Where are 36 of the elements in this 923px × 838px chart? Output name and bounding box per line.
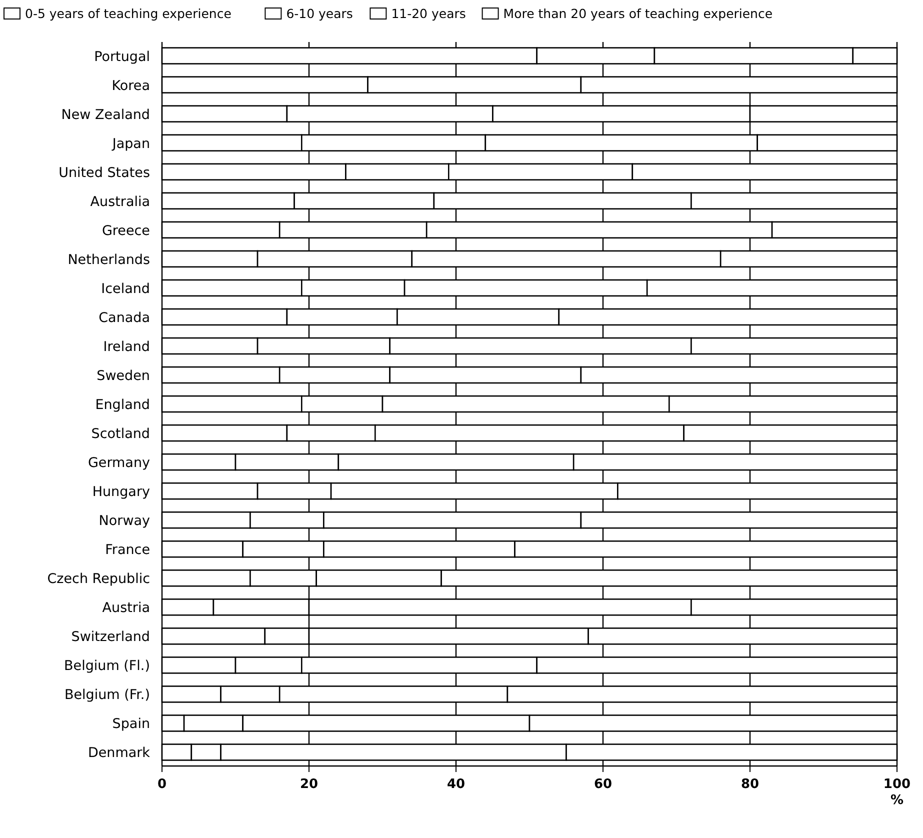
y-tick-label: New Zealand <box>61 106 150 123</box>
x-tick-label: 0 <box>157 777 167 792</box>
x-tick-label: 40 <box>446 777 466 792</box>
y-tick-label: Canada <box>98 310 150 326</box>
y-tick-label: Belgium (Fl.) <box>64 658 150 674</box>
y-tick-label: England <box>95 397 150 413</box>
y-tick-label: Austria <box>102 600 150 616</box>
y-tick-label: Norway <box>98 513 150 530</box>
y-tick-label: Greece <box>102 222 150 239</box>
legend-label: 6-10 years <box>286 6 353 21</box>
y-tick-label: Germany <box>88 455 150 472</box>
y-tick-label: Ireland <box>103 338 150 355</box>
x-axis-title: % <box>890 793 904 808</box>
y-tick-label: United States <box>58 164 150 181</box>
legend-label: 0-5 years of teaching experience <box>25 6 232 21</box>
y-tick-label: Switzerland <box>71 629 150 646</box>
y-tick-label: Hungary <box>92 484 150 500</box>
y-tick-label: Korea <box>112 78 150 94</box>
x-tick-label: 80 <box>740 777 760 792</box>
y-tick-label: Spain <box>112 716 150 732</box>
y-tick-label: Australia <box>90 194 150 210</box>
y-tick-label: Japan <box>111 136 150 152</box>
x-tick-label: 60 <box>594 777 612 792</box>
y-tick-label: Portugal <box>94 48 150 65</box>
y-tick-label: Denmark <box>88 745 150 762</box>
y-tick-label: Czech Republic <box>47 571 150 588</box>
y-tick-label: France <box>105 542 150 558</box>
x-tick-label: 100 <box>883 777 911 792</box>
y-tick-label: Netherlands <box>68 252 150 268</box>
y-tick-label: Scotland <box>91 426 150 442</box>
y-tick-label: Sweden <box>96 368 150 384</box>
y-tick-label: Iceland <box>101 280 150 297</box>
legend-label: More than 20 years of teaching experience <box>503 6 773 21</box>
legend-label: 11-20 years <box>391 6 466 21</box>
x-tick-label: 20 <box>300 777 318 792</box>
y-tick-label: Belgium (Fr.) <box>64 687 150 704</box>
